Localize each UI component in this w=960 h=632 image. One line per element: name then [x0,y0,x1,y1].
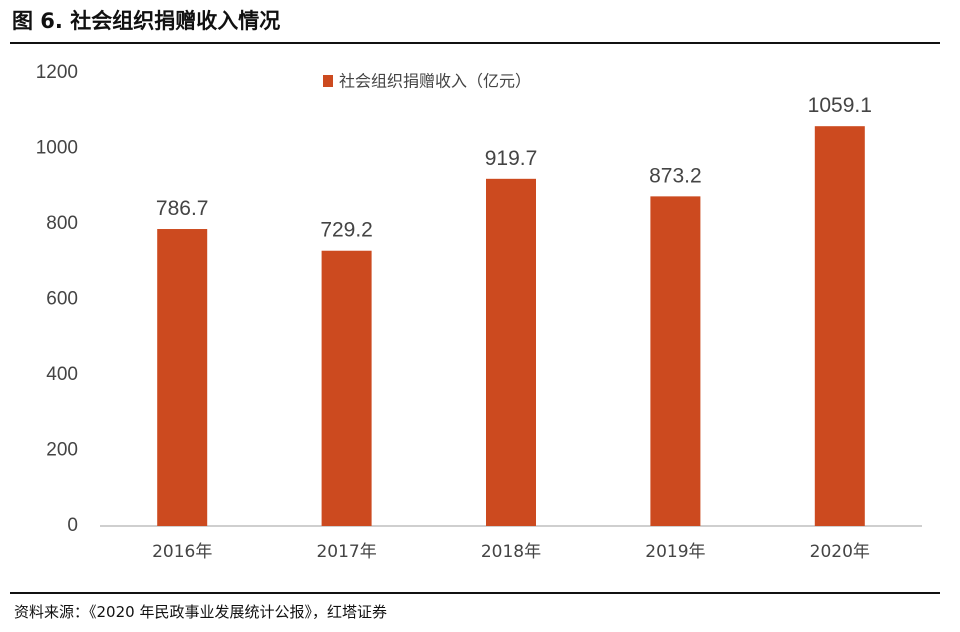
legend-label: 社会组织捐赠收入（亿元） [339,72,531,91]
y-axis-ticks: 0 200 400 600 800 1000 1200 [36,62,78,536]
legend-swatch [323,75,333,87]
legend: 社会组织捐赠收入（亿元） [323,72,531,91]
x-tick-label: 2016年 [152,542,212,562]
bar-value-label: 919.7 [485,147,538,170]
bar-chart: 0 200 400 600 800 1000 1200 786.7 729.2 919.7 873… [36,62,922,562]
bar [157,229,208,526]
y-tick-label: 0 [67,515,78,536]
y-tick-label: 1200 [36,62,78,83]
y-tick-label: 800 [46,213,78,234]
y-tick-label: 600 [46,289,78,310]
x-tick-label: 2019年 [645,542,705,562]
bar [321,250,372,527]
figure-title: 图 6. 社会组织捐赠收入情况 [12,9,281,33]
bottom-rule [10,592,940,594]
source-note: 资料来源：《2020 年民政事业发展统计公报》，红塔证券 [14,603,387,621]
bar-value-label: 873.2 [649,164,702,187]
x-tick-label: 2017年 [316,542,376,562]
y-tick-label: 1000 [36,138,78,159]
bars [157,126,865,527]
bar-value-label: 1059.1 [808,94,872,117]
x-axis-ticks: 2016年 2017年 2018年 2019年 2020年 [152,542,870,562]
bar-value-label: 729.2 [320,219,373,242]
data-labels: 786.7 729.2 919.7 873.2 1059.1 [156,94,872,242]
bar-value-label: 786.7 [156,197,209,220]
bar [814,126,865,526]
bar [650,196,701,526]
x-tick-label: 2018年 [481,542,541,562]
top-rule [10,42,940,44]
bar [486,178,536,527]
y-tick-label: 400 [46,364,78,385]
y-tick-label: 200 [46,440,78,461]
x-tick-label: 2020年 [810,542,870,562]
